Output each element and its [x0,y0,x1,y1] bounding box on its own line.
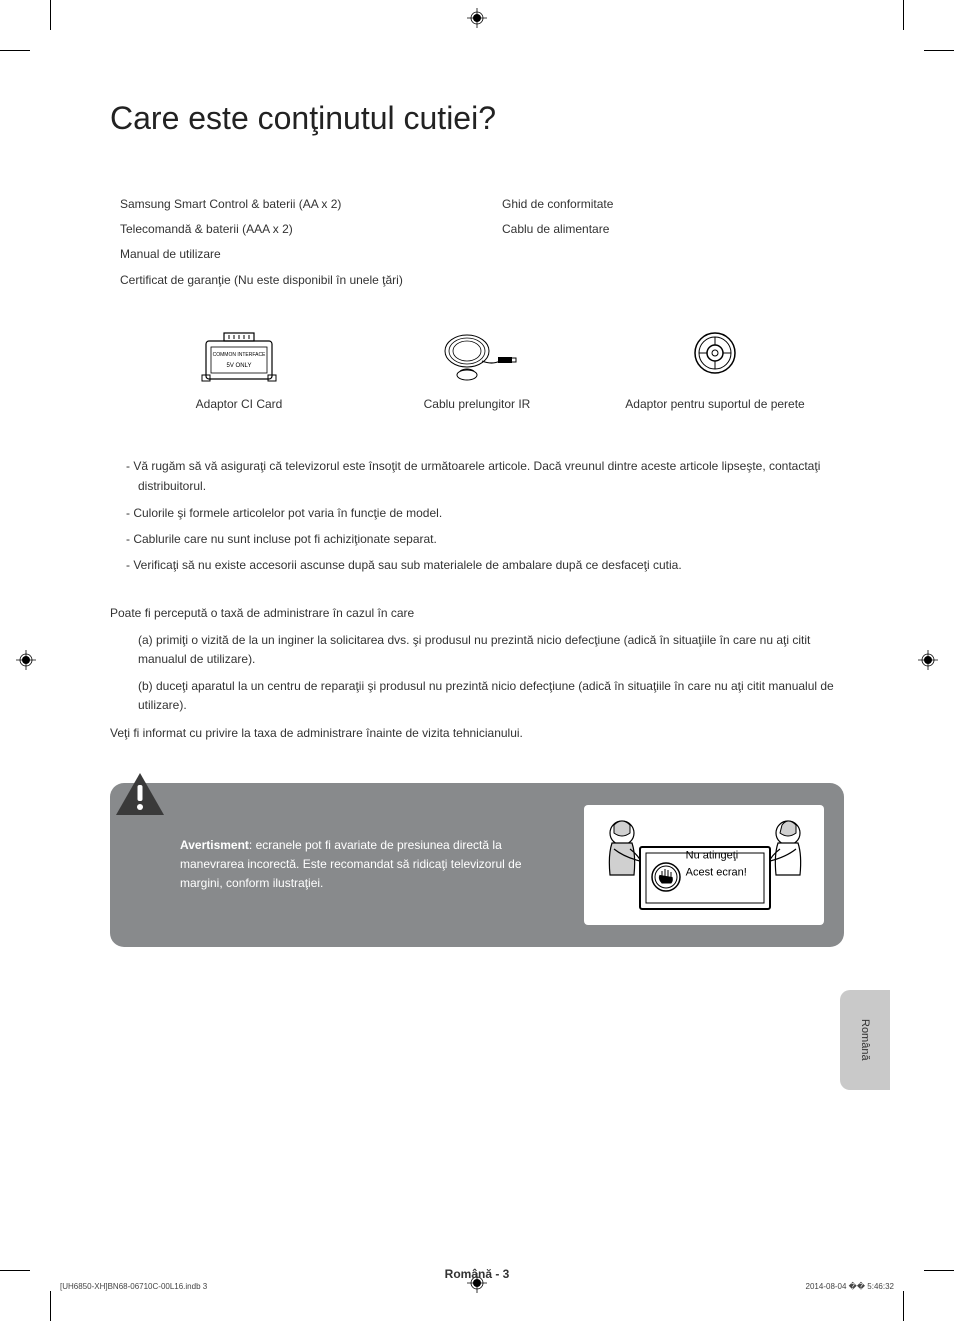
content-item: Ghid de conformitate [502,192,844,217]
note-item: Culorile şi formele articolelor pot vari… [110,503,844,523]
svg-text:COMMON INTERFACE: COMMON INTERFACE [213,352,266,358]
print-filename: [UH6850-XH]BN68-06710C-00L16.indb 3 [60,1282,207,1291]
illus-line-2: Acest ecran! [686,865,747,883]
warning-triangle-icon [114,771,166,817]
language-label: Română [859,1019,871,1061]
product-illustrations: COMMON INTERFACE 5V ONLY Adaptor CI Card [110,323,844,411]
product-label: Cablu prelungitor IR [358,397,596,411]
warning-box: Avertisment: ecranele pot fi avariate de… [110,783,844,947]
notes-list: Vă rugăm să vă asiguraţi că televizorul … [110,456,844,576]
content-item: Manual de utilizare [120,242,462,267]
crop-mark [924,1270,954,1271]
fee-item-b: (b) duceţi aparatul la un centru de repa… [110,677,844,715]
crop-mark [50,0,51,30]
page-footer: Română - 3 [110,1267,844,1281]
note-item: Cablurile care nu sunt incluse pot fi ac… [110,529,844,549]
svg-text:5V ONLY: 5V ONLY [227,363,252,369]
illus-line-1: Nu atingeţi [686,847,747,865]
print-timestamp: 2014-08-04 �� 5:46:32 [806,1282,894,1291]
warning-label: Avertisment [180,838,249,852]
crop-mark [903,1291,904,1321]
note-item: Verificaţi să nu existe accesorii ascuns… [110,555,844,575]
language-tab: Română [840,990,890,1090]
registration-mark-icon [918,650,938,670]
product-label: Adaptor CI Card [120,397,358,411]
registration-mark-icon [16,650,36,670]
ci-card-icon: COMMON INTERFACE 5V ONLY [120,323,358,383]
crop-mark [0,50,30,51]
crop-mark [50,1291,51,1321]
fee-outro: Veţi fi informat cu privire la taxa de a… [110,724,844,743]
product-ci-card: COMMON INTERFACE 5V ONLY Adaptor CI Card [120,323,358,411]
page-title: Care este conţinutul cutiei? [110,100,844,137]
admin-fee-block: Poate fi percepută o taxă de administrar… [110,604,844,743]
product-wall-adapter: Adaptor pentru suportul de perete [596,323,834,411]
content-item: Telecomandă & baterii (AAA x 2) [120,217,462,242]
warning-illustration: Nu atingeţi Acest ecran! [584,805,824,925]
crop-mark [0,1270,30,1271]
wall-adapter-icon [596,323,834,383]
crop-mark [924,50,954,51]
registration-mark-icon [467,8,487,28]
content-item: Certificat de garanţie (Nu este disponib… [120,268,462,293]
product-ir-cable: Cablu prelungitor IR [358,323,596,411]
note-item: Vă rugăm să vă asiguraţi că televizorul … [110,456,844,497]
content-item: Samsung Smart Control & baterii (AA x 2) [120,192,462,217]
illustration-text: Nu atingeţi Acest ecran! [686,847,747,882]
product-label: Adaptor pentru suportul de perete [596,397,834,411]
fee-item-a: (a) primiţi o vizită de la un inginer la… [110,631,844,669]
box-contents-list: Samsung Smart Control & baterii (AA x 2)… [110,192,844,293]
warning-text: Avertisment: ecranele pot fi avariate de… [180,836,564,894]
content-item: Cablu de alimentare [502,217,844,242]
crop-mark [903,0,904,30]
fee-intro: Poate fi percepută o taxă de administrar… [110,604,844,623]
ir-cable-icon [358,323,596,383]
